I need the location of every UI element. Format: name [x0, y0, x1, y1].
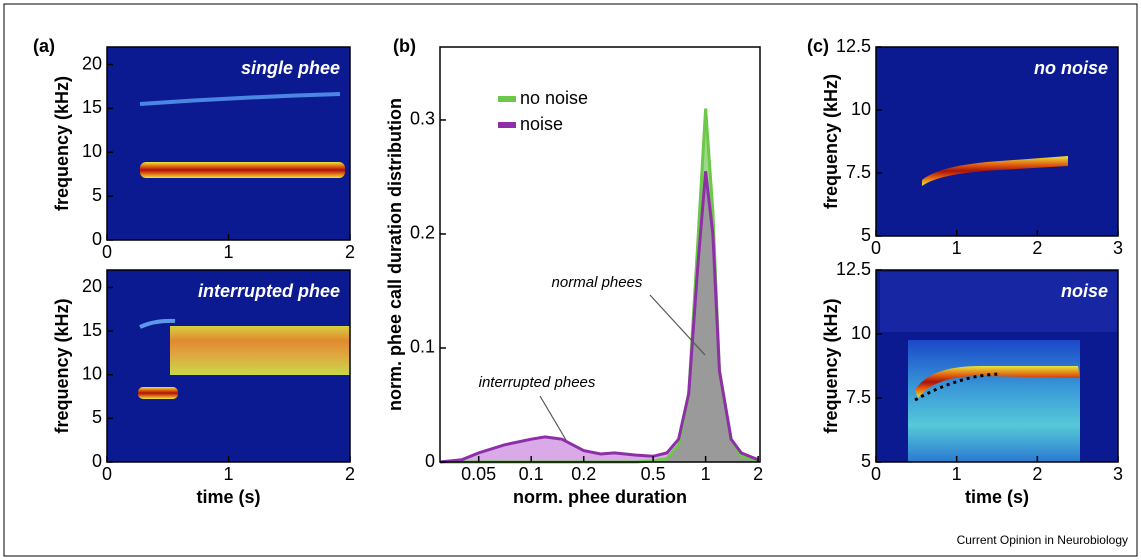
y-tick-label: 0.2	[410, 223, 435, 243]
x-tick-label: 0	[871, 464, 881, 484]
x-tick-label: 2	[345, 242, 355, 262]
x-tick-label: 0	[871, 238, 881, 258]
x-tick-label: 3	[1113, 464, 1123, 484]
x-tick-label: 1	[952, 238, 962, 258]
y-tick-label: 7.5	[846, 162, 871, 182]
x-tick-label: 3	[1113, 238, 1123, 258]
y-tick-label: 5	[92, 407, 102, 427]
y-tick-label: 10	[851, 99, 871, 119]
y-tick-label: 12.5	[836, 36, 871, 56]
x-tick-label: 1	[223, 464, 233, 484]
series-line	[439, 171, 759, 464]
corner-label: no noise	[1034, 58, 1108, 78]
y-tick-label: 20	[82, 276, 102, 296]
x-tick-label: 2	[1032, 464, 1042, 484]
x-tick-label: 0.1	[519, 464, 544, 484]
x-tick-label: 0	[102, 464, 112, 484]
y-axis-label: frequency (kHz)	[821, 74, 841, 209]
legend-label: no noise	[520, 88, 588, 108]
y-tick-label: 0.1	[410, 337, 435, 357]
corner-label: single phee	[241, 58, 340, 78]
annotation-line	[539, 395, 567, 441]
x-tick-label: 0.05	[461, 464, 496, 484]
x-tick-label: 1	[952, 464, 962, 484]
corner-label: noise	[1061, 281, 1108, 301]
annotation: normal phees	[552, 274, 643, 291]
x-tick-label: 0.5	[641, 464, 666, 484]
x-tick-label: 2	[753, 464, 763, 484]
y-axis-label: frequency (kHz)	[52, 298, 72, 433]
x-tick-label: 2	[1032, 238, 1042, 258]
y-tick-label: 5	[861, 225, 871, 245]
x-tick-label: 1	[701, 464, 711, 484]
x-tick-label: 0	[102, 242, 112, 262]
corner-label: interrupted phee	[198, 281, 340, 301]
y-tick-label: 10	[82, 141, 102, 161]
x-tick-label: 2	[345, 464, 355, 484]
y-axis-label: frequency (kHz)	[52, 76, 72, 211]
y-axis-label: frequency (kHz)	[821, 298, 841, 433]
plot-frame	[439, 46, 761, 463]
y-tick-label: 7.5	[846, 387, 871, 407]
y-tick-label: 10	[82, 363, 102, 383]
y-tick-label: 0	[92, 229, 102, 249]
spectrogram-image	[107, 47, 1118, 462]
y-tick-label: 10	[851, 323, 871, 343]
figure-border	[3, 3, 1138, 557]
y-tick-label: 15	[82, 320, 102, 340]
legend-label: noise	[520, 114, 563, 134]
y-tick-label: 15	[82, 97, 102, 117]
y-tick-label: 5	[92, 185, 102, 205]
annotation-line	[649, 294, 706, 356]
panel-label: (b)	[393, 36, 416, 56]
x-axis-label: norm. phee duration	[513, 487, 687, 507]
y-tick-label: 0.3	[410, 109, 435, 129]
y-tick-label: 20	[82, 53, 102, 73]
y-axis-label: norm. phee call duration distribution	[385, 98, 405, 411]
y-tick-label: 0	[92, 451, 102, 471]
x-tick-label: 1	[223, 242, 233, 262]
plot-frame	[875, 269, 1119, 463]
panel-label: (a)	[33, 36, 55, 56]
plot-frame	[875, 46, 1119, 237]
x-axis-label: time (s)	[196, 487, 260, 507]
annotation: interrupted phees	[479, 374, 596, 391]
panel-label: (c)	[807, 36, 829, 56]
y-tick-label: 5	[861, 451, 871, 471]
y-tick-label: 0	[425, 451, 435, 471]
x-axis-label: time (s)	[965, 487, 1029, 507]
y-tick-label: 12.5	[836, 259, 871, 279]
x-tick-label: 0.2	[571, 464, 596, 484]
credit: Current Opinion in Neurobiology	[957, 533, 1128, 547]
